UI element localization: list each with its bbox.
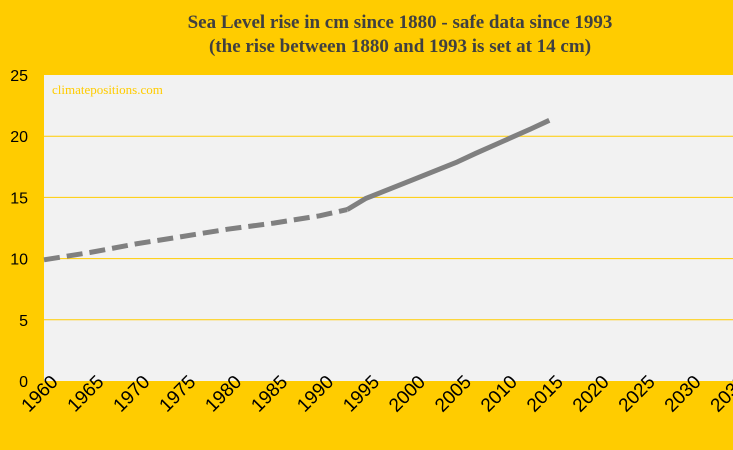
y-tick-label: 15: [10, 190, 28, 207]
watermark-text: climatepositions.com: [52, 82, 163, 97]
y-tick-label: 0: [19, 374, 28, 391]
series-line-estimated: [43, 207, 348, 263]
series-layer: [43, 118, 551, 263]
plot-area: [44, 75, 733, 381]
y-tick-label: 5: [19, 313, 28, 330]
series-line-measured: [345, 118, 551, 212]
y-tick-label: 10: [10, 252, 28, 269]
chart-subtitle: (the rise between 1880 and 1993 is set a…: [209, 36, 591, 57]
y-tick-label: 25: [10, 68, 28, 85]
chart-title: Sea Level rise in cm since 1880 - safe d…: [188, 12, 613, 33]
y-axis-ticks: 0 5 10 15 20 25: [10, 68, 28, 391]
y-tick-label: 20: [10, 129, 28, 146]
gridlines: [44, 135, 733, 321]
